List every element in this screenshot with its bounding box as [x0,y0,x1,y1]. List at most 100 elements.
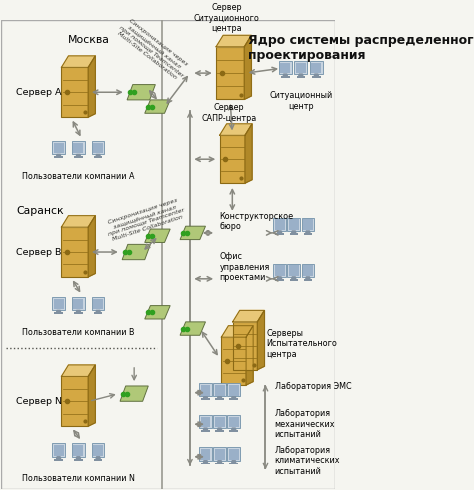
Polygon shape [216,35,251,47]
FancyBboxPatch shape [201,398,210,400]
FancyBboxPatch shape [279,61,292,74]
FancyBboxPatch shape [55,459,63,461]
FancyBboxPatch shape [228,415,240,428]
FancyBboxPatch shape [273,264,286,277]
FancyBboxPatch shape [74,156,82,158]
Polygon shape [277,231,282,233]
Polygon shape [180,226,205,240]
FancyBboxPatch shape [201,430,210,432]
Polygon shape [96,154,100,156]
FancyBboxPatch shape [280,63,290,73]
Polygon shape [277,277,282,279]
FancyBboxPatch shape [73,143,83,153]
FancyBboxPatch shape [215,398,224,400]
Text: Москва: Москва [68,35,110,45]
Polygon shape [120,386,148,401]
FancyBboxPatch shape [301,264,314,277]
FancyBboxPatch shape [289,266,299,276]
Text: Конструкторское
бюро: Конструкторское бюро [219,212,294,231]
FancyBboxPatch shape [74,312,82,314]
FancyBboxPatch shape [281,76,290,78]
FancyBboxPatch shape [294,61,307,74]
Text: Сервер N: Сервер N [16,397,62,406]
Polygon shape [76,457,81,459]
FancyBboxPatch shape [275,233,284,235]
Text: Лаборатория
климатических
испытаний: Лаборатория климатических испытаний [274,446,340,475]
FancyBboxPatch shape [201,385,210,395]
Polygon shape [306,231,310,233]
FancyBboxPatch shape [233,322,257,370]
Polygon shape [221,326,253,337]
Polygon shape [96,457,100,459]
Polygon shape [314,74,319,76]
FancyBboxPatch shape [72,443,85,457]
FancyBboxPatch shape [73,445,83,456]
FancyBboxPatch shape [221,337,246,385]
FancyBboxPatch shape [228,383,240,396]
Polygon shape [232,428,236,430]
Polygon shape [257,310,264,370]
FancyBboxPatch shape [290,233,298,235]
Polygon shape [56,154,61,156]
FancyBboxPatch shape [52,443,65,457]
Text: Пользователи компании N: Пользователи компании N [22,474,135,483]
Polygon shape [88,365,95,426]
FancyBboxPatch shape [216,47,244,99]
Text: Синхронизация через
защищённый канал
при помощи Teamcenter
Multi-Site Collaborat: Синхронизация через защищённый канал при… [104,196,187,243]
FancyBboxPatch shape [94,459,102,461]
FancyBboxPatch shape [201,449,210,460]
Polygon shape [62,365,95,376]
FancyBboxPatch shape [74,459,82,461]
FancyBboxPatch shape [219,135,245,183]
Polygon shape [218,396,222,398]
Text: Ядро системы распределенного
проектирования: Ядро системы распределенного проектирова… [248,34,474,62]
Polygon shape [122,245,150,260]
FancyBboxPatch shape [72,141,85,154]
FancyBboxPatch shape [62,376,88,426]
FancyBboxPatch shape [94,312,102,314]
Text: Лаборатория ЭМС: Лаборатория ЭМС [274,382,351,392]
FancyBboxPatch shape [274,266,284,276]
FancyBboxPatch shape [0,21,336,490]
FancyBboxPatch shape [213,447,226,461]
FancyBboxPatch shape [311,63,321,73]
Text: Серверы
Испытательного
центра: Серверы Испытательного центра [266,329,337,359]
FancyBboxPatch shape [92,443,104,457]
FancyBboxPatch shape [92,141,104,154]
FancyBboxPatch shape [312,76,320,78]
FancyBboxPatch shape [52,141,65,154]
FancyBboxPatch shape [215,463,224,465]
FancyBboxPatch shape [275,279,284,281]
FancyBboxPatch shape [229,385,239,395]
FancyBboxPatch shape [229,449,239,460]
FancyBboxPatch shape [54,143,64,153]
FancyBboxPatch shape [303,266,313,276]
FancyBboxPatch shape [303,220,313,230]
Polygon shape [127,85,155,100]
Text: Сервер B: Сервер B [16,247,62,257]
FancyBboxPatch shape [229,463,238,465]
FancyBboxPatch shape [62,227,88,277]
FancyBboxPatch shape [199,447,212,461]
Polygon shape [233,310,264,322]
Polygon shape [283,74,287,76]
Polygon shape [145,229,170,243]
Polygon shape [203,461,208,463]
Polygon shape [88,216,95,277]
Text: Синхронизация через
защищённый канал
при помощи Teamcenter
Multi-Site Collaborat: Синхронизация через защищённый канал при… [114,16,191,83]
Text: Ситуационный
центр: Ситуационный центр [269,91,332,111]
FancyBboxPatch shape [297,76,305,78]
FancyBboxPatch shape [73,299,83,309]
FancyBboxPatch shape [290,279,298,281]
FancyBboxPatch shape [229,398,238,400]
FancyBboxPatch shape [274,220,284,230]
FancyBboxPatch shape [93,299,103,309]
Polygon shape [218,428,222,430]
Polygon shape [56,310,61,312]
Polygon shape [292,231,296,233]
Polygon shape [232,461,236,463]
Polygon shape [62,216,95,227]
FancyBboxPatch shape [54,445,64,456]
Polygon shape [218,461,222,463]
Polygon shape [203,428,208,430]
